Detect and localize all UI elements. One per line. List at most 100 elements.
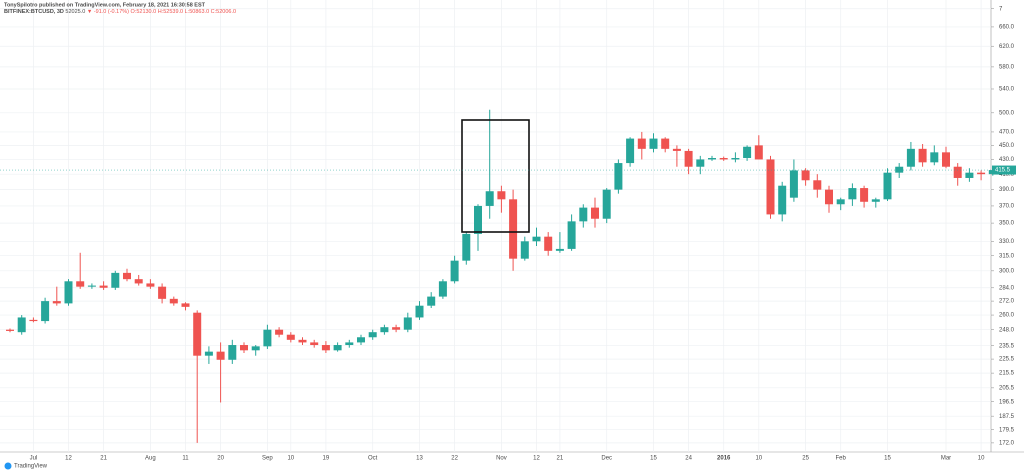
candle-body — [123, 272, 131, 280]
candle-body — [778, 185, 787, 215]
candle-body — [403, 317, 412, 330]
candle-body — [649, 138, 658, 149]
candle-body — [509, 199, 518, 259]
candle-body — [134, 279, 143, 284]
x-tick-label: 10 — [287, 456, 294, 462]
y-tick-label: 450.0 — [999, 143, 1015, 149]
candle-body — [602, 189, 611, 219]
x-tick-label: 20 — [217, 456, 224, 462]
candle-body — [708, 158, 716, 160]
candle-body — [520, 241, 529, 259]
y-tick-label: 390.0 — [999, 187, 1015, 193]
x-tick-label: Sep — [262, 456, 273, 462]
y-tick-label: 235.5 — [999, 343, 1015, 349]
x-tick-label: Jul — [30, 456, 38, 462]
candle-body — [240, 345, 248, 351]
candle-body — [696, 159, 705, 167]
x-tick-label: 25 — [802, 456, 809, 462]
candle-body — [555, 248, 564, 251]
candle-body — [427, 296, 436, 306]
candle-body — [743, 146, 752, 159]
candle-body — [942, 152, 950, 167]
candle-body — [52, 301, 61, 304]
candle-body — [684, 150, 693, 167]
y-tick-label: 196.5 — [999, 399, 1015, 405]
candle-body — [626, 138, 635, 164]
annotation-box — [461, 119, 530, 233]
y-tick-label: 284.0 — [999, 285, 1015, 291]
candle-body — [895, 166, 904, 173]
x-tick-label: 12 — [533, 456, 540, 462]
candle-body — [848, 188, 857, 200]
change: ▼ -91.0 (-0.17%) — [87, 9, 129, 15]
candle-body — [263, 329, 272, 347]
candle-body — [485, 191, 494, 206]
candle-body — [368, 332, 377, 338]
x-tick-label: 13 — [416, 456, 423, 462]
y-tick-label: 430.0 — [999, 157, 1015, 163]
candle-body — [216, 351, 225, 360]
candle-body — [6, 329, 14, 331]
candle-body — [813, 180, 822, 190]
candle-body — [298, 339, 307, 343]
candle-body — [766, 159, 775, 215]
x-tick-label: 19 — [323, 456, 330, 462]
candle-body — [310, 342, 319, 346]
x-tick-label: 15 — [884, 456, 891, 462]
candle-body — [392, 327, 401, 330]
y-tick-label: 350.0 — [999, 221, 1015, 227]
candle-body — [251, 346, 260, 351]
candle-body — [357, 337, 365, 343]
candle-body — [321, 345, 330, 351]
x-tick-label: Feb — [836, 456, 847, 462]
y-tick-label: 500.0 — [999, 110, 1015, 116]
author: TonySpilotro published on TradingView.co… — [4, 2, 206, 8]
x-tick-label: 11 — [182, 456, 189, 462]
y-tick-label: 410.0 — [999, 172, 1015, 178]
candle-body — [614, 163, 623, 190]
candle-body — [579, 207, 588, 222]
candle-body — [450, 260, 459, 282]
y-tick-label: 470.0 — [999, 130, 1015, 136]
candle-body — [415, 305, 424, 318]
x-tick-label: 10 — [755, 456, 762, 462]
candle-body — [567, 221, 576, 249]
price: 52025.0 — [65, 9, 85, 15]
candle-body — [953, 166, 962, 178]
close: C:52006.0 — [211, 9, 236, 15]
candle-body — [825, 189, 833, 205]
y-tick-label: 660.0 — [999, 24, 1015, 30]
y-tick-label: 300.0 — [999, 268, 1015, 274]
y-tick-label: 215.5 — [999, 371, 1015, 377]
candle-body — [871, 199, 880, 202]
candles — [6, 109, 997, 443]
logo[interactable]: TradingView — [14, 464, 48, 470]
y-tick-label: 172.0 — [999, 440, 1015, 446]
y-tick-label: 540.0 — [999, 87, 1015, 93]
x-tick-label: Aug — [145, 456, 156, 462]
x-tick-label: 22 — [451, 456, 458, 462]
candle-body — [672, 148, 681, 151]
y-tick-label: 580.0 — [999, 64, 1015, 70]
x-tick-label: Nov — [496, 456, 507, 462]
symbol: BITFINEX:BTCUSD, 3D 52025.0 ▼ -91.0 (-0.… — [4, 9, 236, 15]
candle-body — [977, 172, 986, 175]
candle-body — [719, 158, 728, 160]
candle-body — [836, 199, 845, 205]
x-tick-label: 15 — [650, 456, 657, 462]
y-tick-label: 315.0 — [999, 253, 1015, 259]
x-tick-label: 21 — [557, 456, 564, 462]
last-price-box — [992, 165, 1016, 175]
y-tick-label: 179.5 — [999, 427, 1015, 433]
candle-body — [544, 236, 553, 251]
candle-body — [181, 303, 190, 307]
x-tick-label: 2016 — [717, 456, 731, 462]
candle-body — [111, 272, 120, 288]
symbol-name: BITFINEX:BTCUSD, 3D — [4, 9, 64, 15]
candle-body — [860, 188, 869, 202]
candle-body — [41, 301, 50, 322]
logo-icon — [4, 462, 12, 470]
candle-body — [930, 152, 939, 163]
